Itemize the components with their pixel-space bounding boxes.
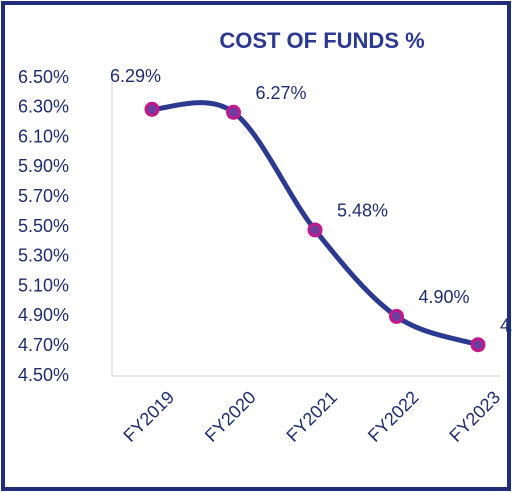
marker [307, 222, 323, 238]
marker [226, 104, 241, 120]
x-tick-label: FY2021 [282, 387, 341, 446]
x-tick-label: FY2019 [119, 387, 178, 446]
y-tick-label: 6.30% [18, 97, 69, 117]
y-tick-label: 5.90% [18, 156, 69, 176]
y-tick-label: 4.90% [18, 305, 69, 325]
y-tick-label: 5.10% [18, 275, 69, 295]
chart-title: COST OF FUNDS % [219, 28, 424, 53]
data-label: 6.27% [256, 83, 307, 103]
marker [389, 308, 404, 324]
y-tick-label: 5.50% [18, 216, 69, 236]
y-tick-label: 4.50% [18, 365, 69, 385]
data-label: 5.48% [337, 201, 388, 221]
y-tick-label: 5.70% [18, 186, 69, 206]
x-tick-label: FY2022 [364, 387, 423, 446]
y-tick-label: 4.70% [18, 335, 69, 355]
x-tick-label: FY2023 [445, 387, 504, 446]
y-tick-label: 6.50% [18, 67, 69, 87]
x-tick-label: FY2020 [201, 387, 260, 446]
data-label: 6.29% [110, 66, 161, 86]
marker [470, 337, 486, 353]
y-tick-label: 5.30% [18, 246, 69, 266]
data-label: 4.90% [419, 287, 470, 307]
y-tick-label: 6.10% [18, 126, 69, 146]
marker [144, 101, 160, 117]
data-label: 4.71% [500, 315, 512, 335]
